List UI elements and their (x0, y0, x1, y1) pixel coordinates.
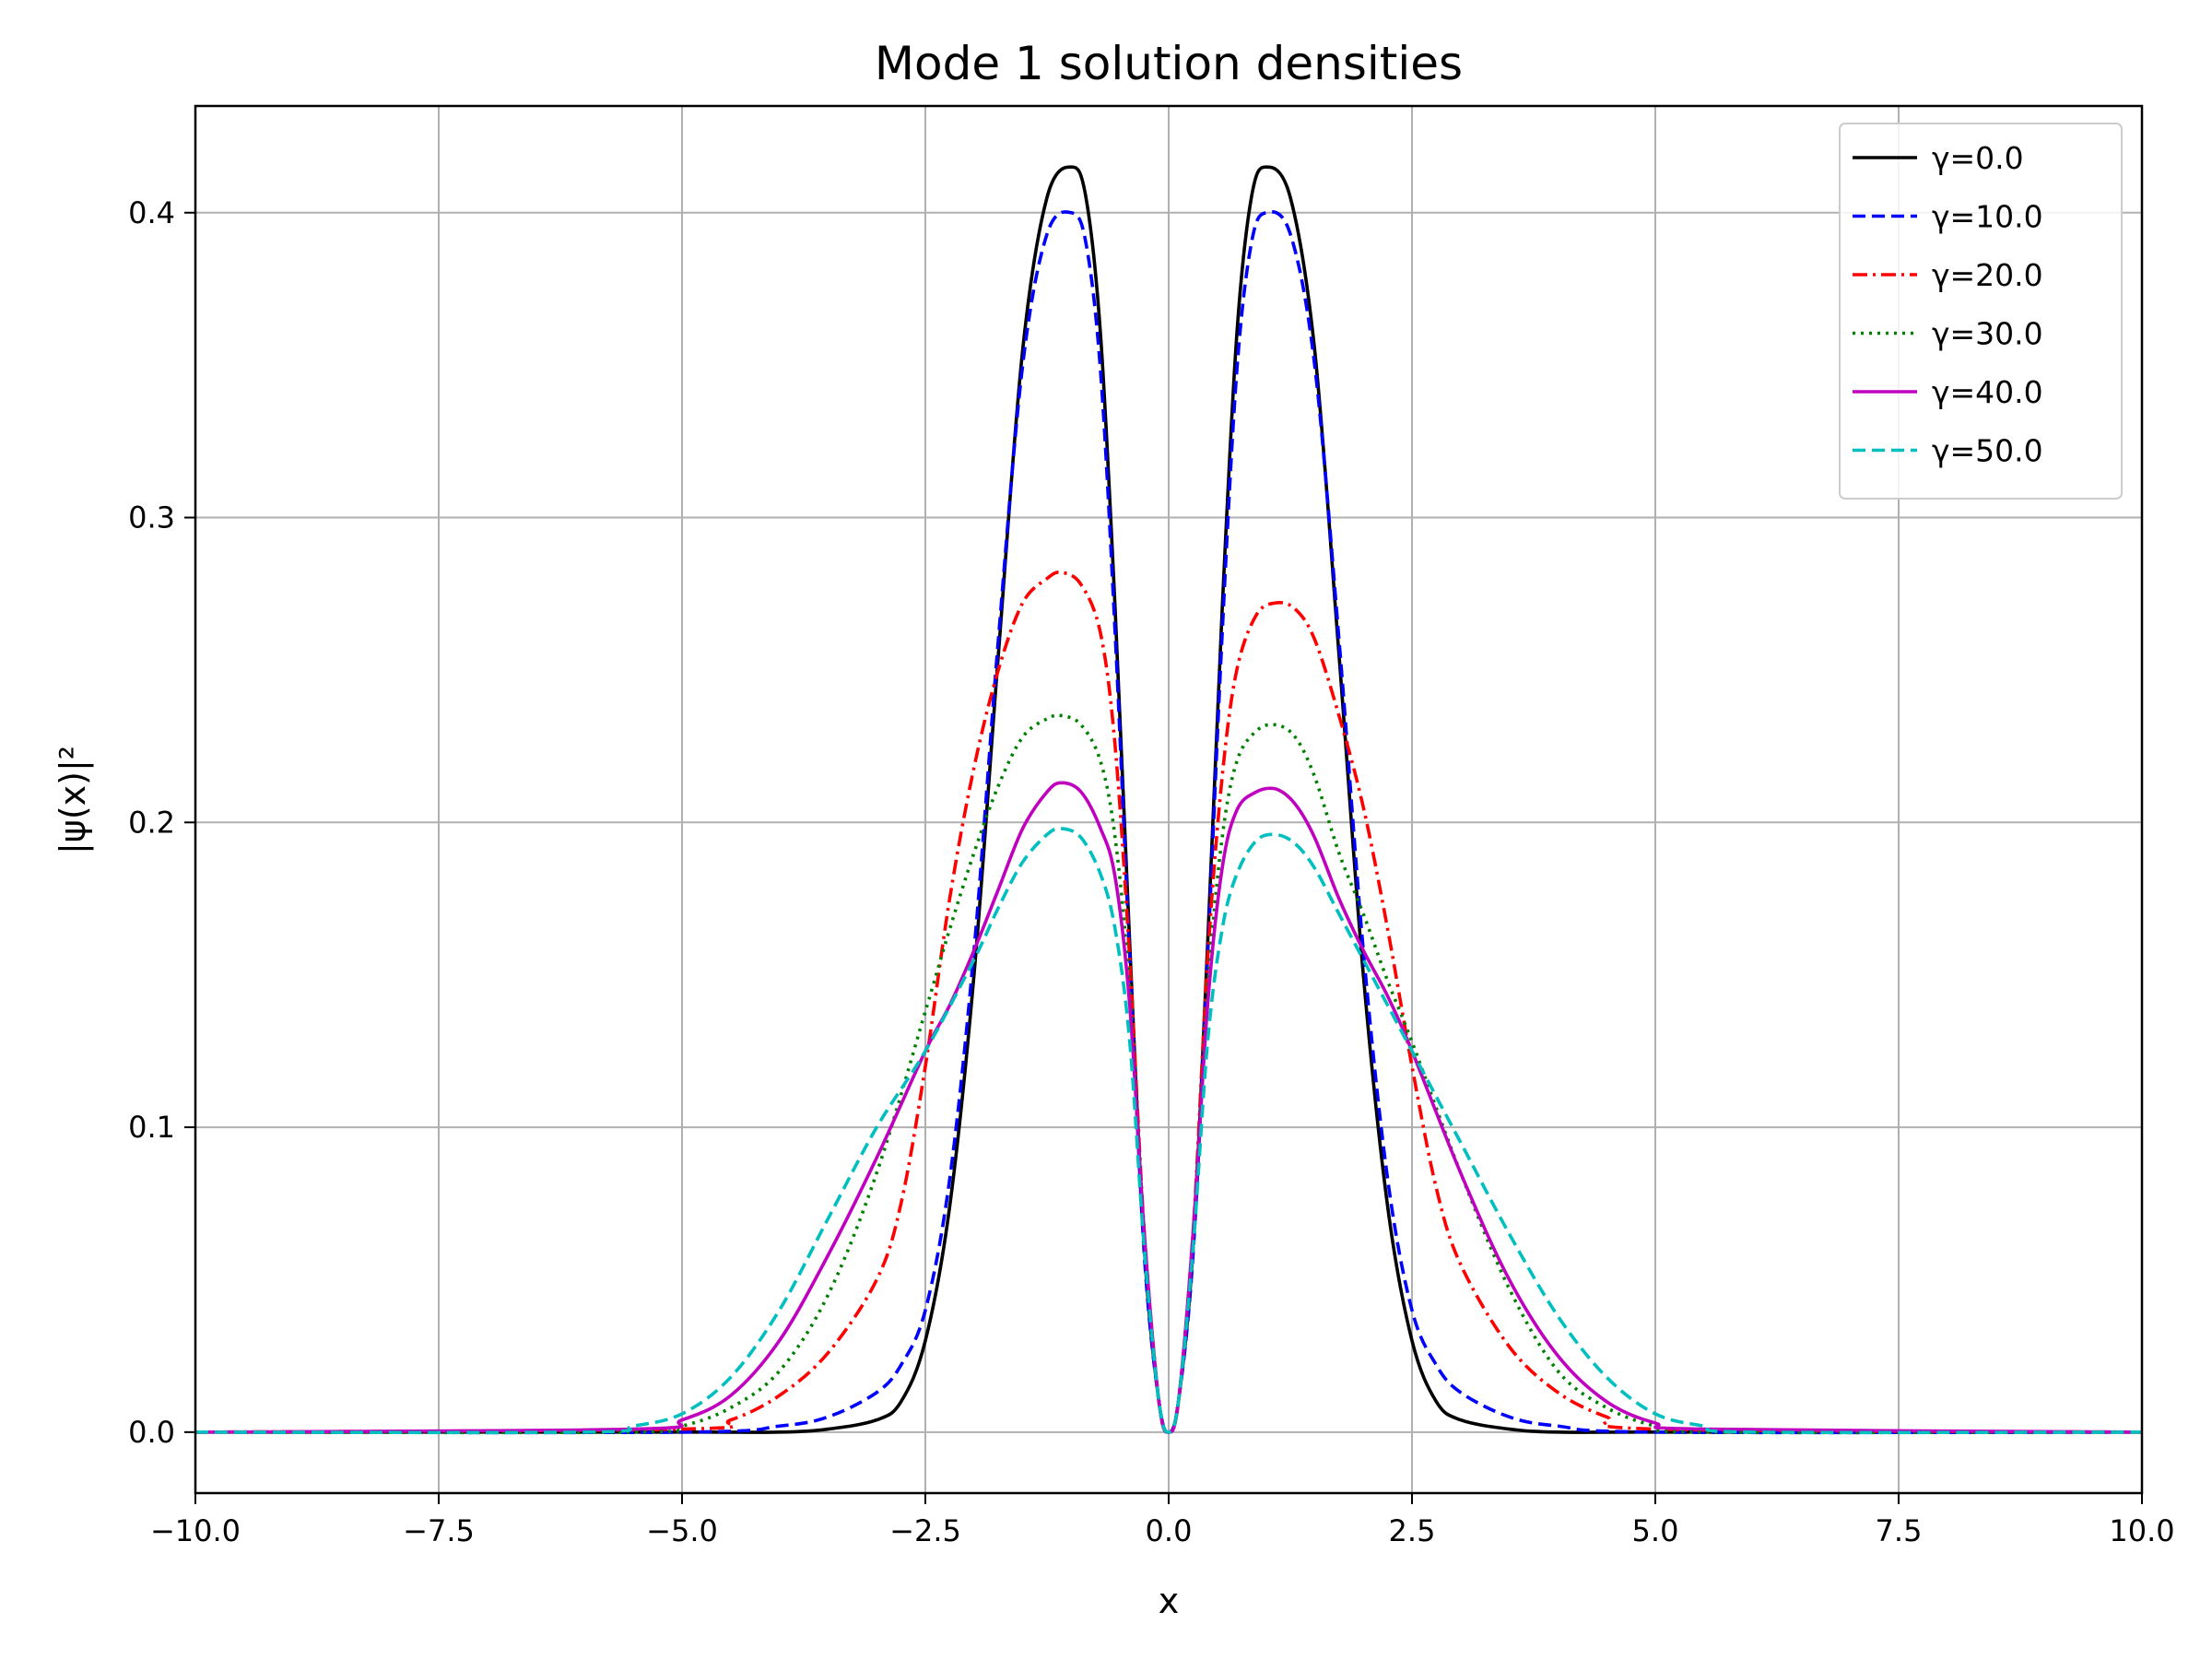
y-tick-label: 0.1 (128, 1110, 175, 1145)
y-ticks: 0.0 0.1 0.2 0.3 0.4 (128, 195, 195, 1450)
legend-label-3: γ=30.0 (1932, 316, 2043, 352)
x-tick-label: −10.0 (150, 1513, 241, 1548)
y-axis-label: |ψ(x)|² (53, 746, 94, 854)
series-line-3 (194, 713, 2143, 1435)
x-tick-label: 7.5 (1876, 1513, 1923, 1548)
x-tick-label: 10.0 (2109, 1513, 2174, 1548)
legend-label-0: γ=0.0 (1932, 140, 2024, 176)
y-tick-label: 0.3 (128, 500, 175, 535)
x-tick-label: −2.5 (889, 1513, 961, 1548)
x-tick-label: −7.5 (403, 1513, 475, 1548)
series-line-5 (194, 826, 2143, 1435)
x-tick-label: 0.0 (1146, 1513, 1193, 1548)
y-tick-label: 0.4 (128, 195, 175, 230)
x-tick-label: −5.0 (646, 1513, 718, 1548)
legend-label-2: γ=20.0 (1932, 257, 2043, 293)
x-tick-label: 5.0 (1632, 1513, 1679, 1548)
legend: γ=0.0 γ=10.0 γ=20.0 γ=30.0 γ=40.0 γ=50.0 (1839, 123, 2123, 500)
legend-label-4: γ=40.0 (1932, 374, 2043, 410)
x-ticks: −10.0 −7.5 −5.0 −2.5 0.0 2.5 5.0 7.5 10.0 (150, 1493, 2175, 1548)
x-axis-label: x (1159, 1581, 1180, 1621)
x-tick-label: 2.5 (1389, 1513, 1436, 1548)
legend-label-1: γ=10.0 (1932, 199, 2043, 235)
y-tick-label: 0.0 (128, 1415, 175, 1450)
legend-label-5: γ=50.0 (1932, 433, 2043, 469)
series-layer (194, 165, 2143, 1435)
y-tick-label: 0.2 (128, 805, 175, 840)
chart-title: Mode 1 solution densities (875, 37, 1463, 90)
legend-box (1839, 123, 2123, 500)
